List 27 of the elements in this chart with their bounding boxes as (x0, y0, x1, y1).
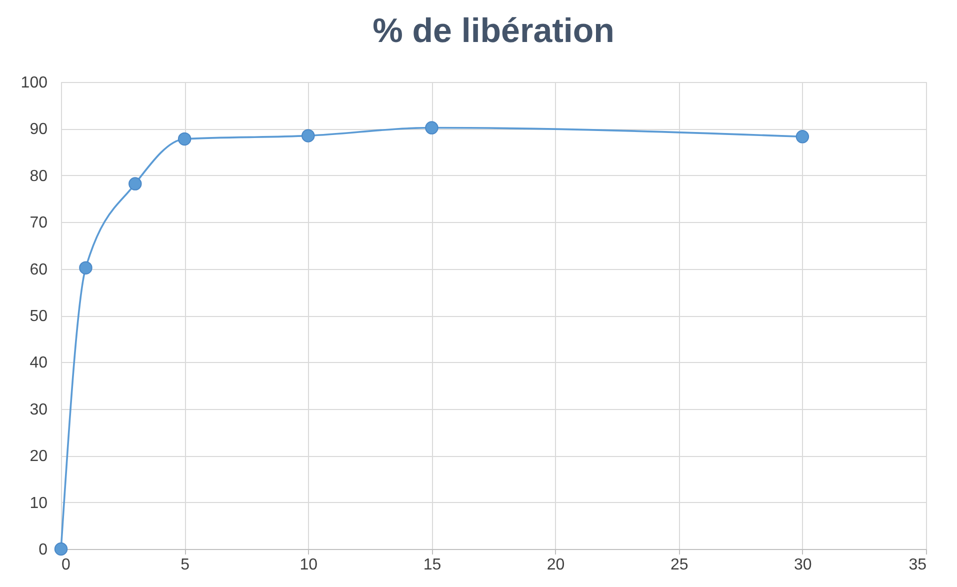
point (796, 130, 810, 144)
x-tick-label: 5 (180, 556, 190, 574)
x-tick-label: 35 (908, 556, 927, 574)
x-tick-label: 10 (300, 556, 318, 574)
y-tick-label: 10 (30, 494, 48, 512)
point (54, 542, 68, 556)
y-tick-label: 50 (30, 308, 48, 325)
chart-title: % de libération (372, 12, 614, 50)
y-tick-label: 0 (38, 542, 48, 558)
x-tick-label: 0 (62, 556, 70, 574)
x-tick-label: 25 (670, 556, 688, 574)
y-tick-label: 90 (30, 121, 48, 138)
y-tick-label: 20 (30, 448, 48, 466)
y-tick-label: 70 (30, 214, 48, 232)
y-tick-label: 100 (20, 74, 48, 92)
point (425, 121, 438, 134)
y-tick-label: 60 (30, 261, 48, 278)
y-tick-label: 30 (30, 401, 48, 418)
y-tick-label: 80 (30, 168, 48, 185)
y-tick-label: 40 (30, 354, 48, 372)
point (302, 129, 315, 142)
point (128, 177, 142, 190)
x-tick-label: 30 (794, 556, 812, 574)
x-tick-label: 15 (423, 556, 442, 574)
point (79, 261, 92, 274)
x-tick-label: 20 (546, 556, 565, 574)
point (178, 132, 192, 146)
